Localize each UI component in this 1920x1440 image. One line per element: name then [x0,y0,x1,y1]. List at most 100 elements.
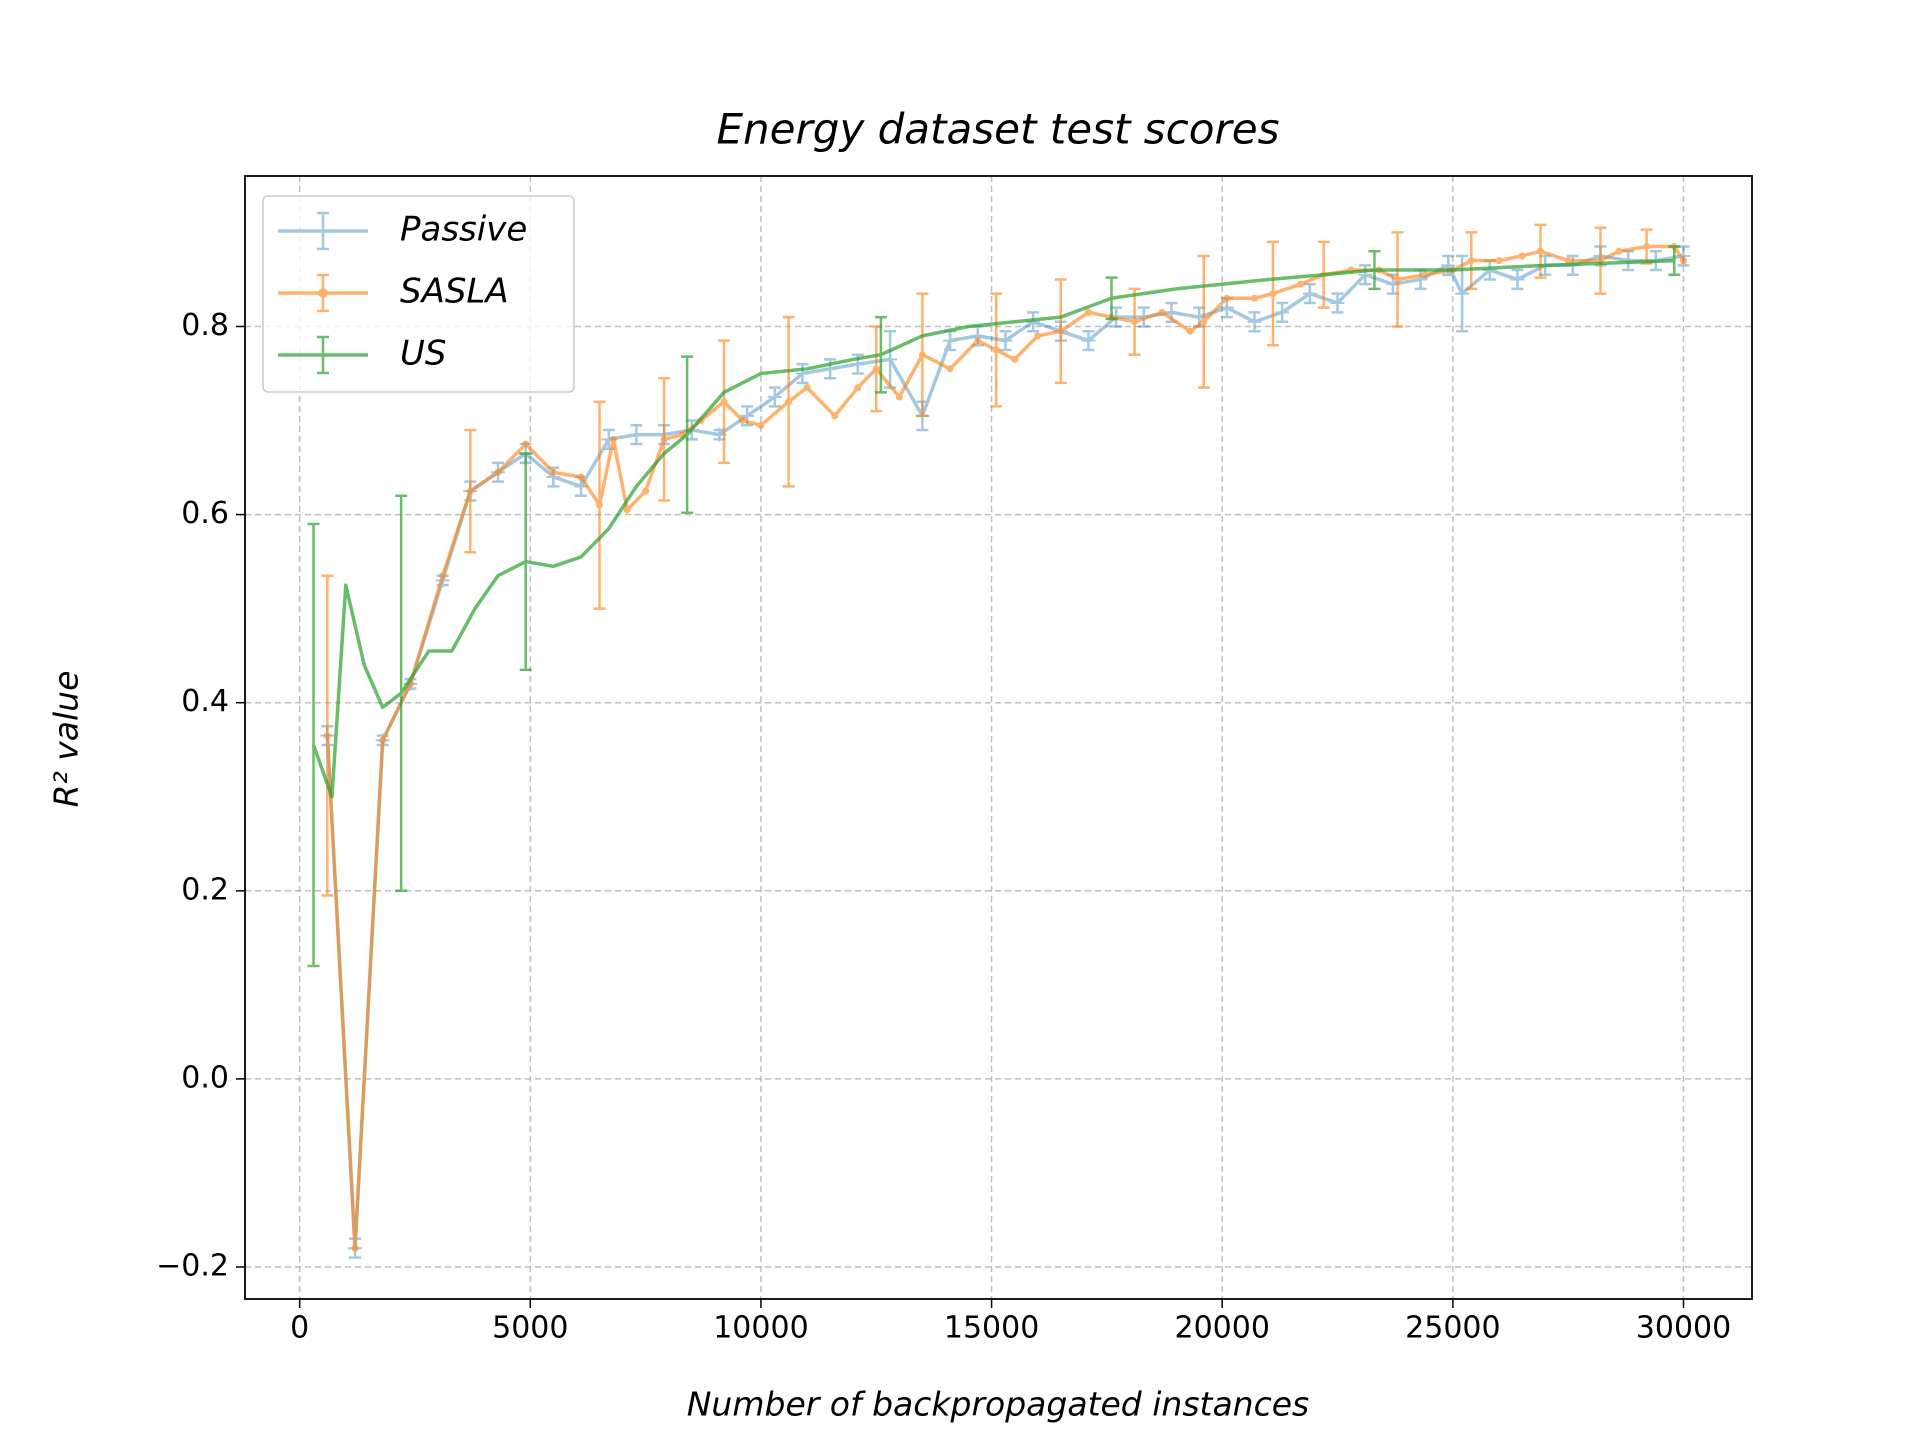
marker [720,398,728,406]
marker [351,1244,359,1252]
marker [1223,294,1231,302]
legend-errorbar [317,211,329,251]
error-bar [1303,282,1316,305]
legend-swatch [278,335,368,375]
error-bar [1511,268,1524,291]
series-line [311,258,1675,799]
marker [757,421,765,429]
marker [323,732,331,740]
plot-frame [244,175,1753,1300]
series [307,245,1681,968]
legend-label: SASLA [400,272,509,312]
marker [1467,257,1475,265]
x-axis-label: Number of backpropagated instances [687,1385,1310,1424]
marker [318,288,328,298]
marker [1247,314,1262,329]
marker [1495,257,1503,265]
marker [918,351,926,359]
error-bar [999,329,1012,352]
legend-errorbar [317,335,329,375]
marker [831,412,839,420]
marker [1394,275,1402,283]
marker [549,468,557,476]
x-tick-label: 0 [290,1311,309,1346]
marker [494,468,502,476]
marker [1131,318,1139,326]
marker [609,435,617,443]
series-line [325,254,1684,1250]
marker [1275,305,1290,320]
x-tick-label: 20000 [1175,1311,1270,1346]
marker [642,487,650,495]
legend-swatch [278,211,368,251]
marker [1330,295,1345,310]
y-axis-label: R² value [47,671,86,808]
error-bar [630,423,643,446]
marker [943,333,958,348]
marker [974,337,982,345]
legend-entry: US [278,334,446,375]
marker [1680,257,1687,265]
marker [1643,243,1651,251]
marker [660,435,668,443]
marker [1564,257,1572,265]
x-tick-label: 25000 [1405,1311,1500,1346]
marker [946,365,954,373]
marker [1302,286,1317,301]
marker [1200,318,1208,326]
legend-entry: SASLA [278,272,509,313]
marker [998,333,1013,348]
error-bar [1248,311,1261,333]
marker [872,365,880,373]
y-tick-label: 0.2 [181,872,229,907]
marker [629,427,644,442]
marker [379,736,387,744]
y-tick-label: −0.2 [156,1249,229,1284]
x-tick-label: 10000 [713,1311,808,1346]
x-tick-label: 15000 [944,1311,1039,1346]
y-tick-label: 0.0 [181,1060,229,1095]
marker [1421,271,1429,279]
legend: Passive SASLA US [262,195,575,393]
marker [785,398,793,406]
error-bar [1082,329,1095,352]
marker [1011,355,1019,363]
marker [1269,290,1277,298]
x-tick-label: 30000 [1636,1311,1731,1346]
marker [1158,308,1166,316]
marker [1518,252,1526,260]
marker [1455,286,1470,301]
marker [466,487,474,495]
marker [577,473,585,481]
marker [1297,280,1305,288]
marker [623,506,631,514]
marker [1615,247,1623,255]
marker [895,393,903,401]
marker [1219,300,1234,315]
marker [767,390,782,405]
marker [439,572,447,580]
error-bar [796,362,809,385]
error-bar [307,522,320,968]
marker [992,346,1000,354]
marker [1081,333,1096,348]
marker [803,384,811,392]
marker [854,384,862,392]
y-tick-label: 0.4 [181,684,229,719]
marker [1186,327,1194,335]
x-tick-label: 5000 [492,1311,568,1346]
marker [1034,332,1042,340]
y-tick-label: 0.6 [181,496,229,531]
error-bar [1331,292,1344,314]
marker [1251,294,1259,302]
marker [1084,308,1092,316]
marker [1537,247,1545,255]
marker [595,501,603,509]
marker [1510,272,1525,287]
marker [522,440,530,448]
error-bar [1276,301,1289,324]
marker [883,352,898,367]
legend-swatch [278,273,368,313]
error-bar [768,386,781,408]
